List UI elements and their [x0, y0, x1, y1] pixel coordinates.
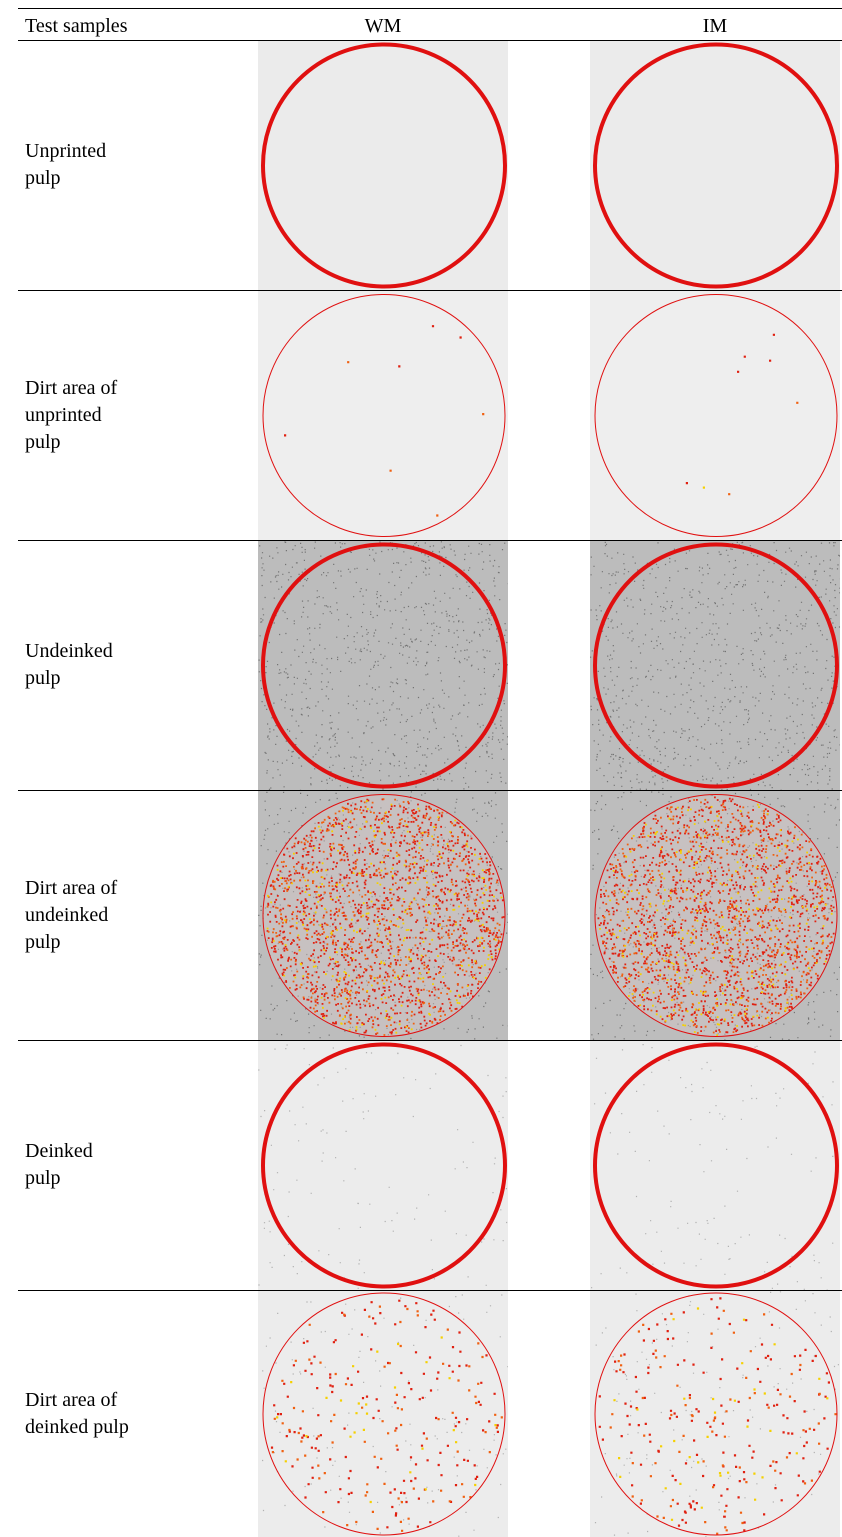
measurement-circle	[261, 1042, 507, 1289]
sample-image	[258, 41, 508, 290]
row-label: Dirt area of undeinked pulp	[25, 875, 117, 956]
image-background	[590, 541, 840, 790]
image-background	[590, 1041, 840, 1290]
dirt-dots	[266, 798, 505, 1035]
row-label: Dirt area of deinked pulp	[25, 1387, 129, 1441]
measurement-circle	[261, 42, 507, 289]
measurement-circle	[262, 294, 506, 537]
row-label-line: Dirt area of	[25, 376, 118, 399]
image-background	[590, 291, 840, 540]
row-label-line: undeinked	[25, 903, 109, 926]
sample-image	[258, 1041, 508, 1290]
row-rule	[18, 1290, 842, 1291]
sample-image	[258, 791, 508, 1040]
row-label-line: pulp	[25, 930, 61, 953]
measurement-circle	[262, 794, 506, 1037]
sample-image	[590, 41, 840, 290]
image-background	[258, 41, 508, 290]
measurement-circle	[593, 542, 839, 789]
sample-image	[590, 541, 840, 790]
sample-image	[590, 1291, 840, 1537]
header-cell: Test samples	[25, 15, 128, 37]
row-label-line: pulp	[25, 167, 61, 189]
row-label-line: Undeinked	[25, 640, 113, 662]
table-rule	[18, 8, 842, 9]
row-label: Undeinked pulp	[25, 638, 113, 692]
measurement-circle	[594, 794, 838, 1037]
measurement-circle	[594, 294, 838, 537]
dirt-dots	[597, 796, 835, 1034]
measurement-circle	[593, 42, 839, 289]
image-background	[258, 291, 508, 540]
image-background	[258, 1041, 508, 1290]
row-rule	[18, 790, 842, 791]
row-label-line: Deinked	[25, 1140, 93, 1162]
row-label: Dirt area of unprinted pulp	[25, 375, 117, 456]
dirt-dots	[702, 486, 705, 489]
table-rule	[18, 40, 842, 41]
row-label-line: pulp	[25, 667, 61, 689]
row-rule	[18, 540, 842, 541]
sample-image	[258, 541, 508, 790]
sample-image	[590, 291, 840, 540]
row-label-line: Dirt area of	[25, 1388, 118, 1411]
measurement-circle	[593, 1042, 839, 1289]
row-label-line: unprinted	[25, 403, 102, 426]
row-label-line: Dirt area of	[25, 876, 118, 899]
row-label: Deinked pulp	[25, 1138, 93, 1192]
measurement-circle	[261, 542, 507, 789]
row-rule	[18, 290, 842, 291]
sample-image	[590, 1041, 840, 1290]
image-background	[590, 41, 840, 290]
row-rule	[18, 1040, 842, 1041]
row-label-line: pulp	[25, 1167, 61, 1189]
dirt-dots	[598, 1297, 830, 1532]
dirt-field	[263, 794, 505, 1037]
image-background	[258, 1291, 508, 1537]
header-cell: IM	[702, 15, 728, 37]
measurement-circle	[262, 1292, 506, 1536]
row-label-line: deinked pulp	[25, 1415, 129, 1438]
measurement-circle	[594, 1292, 838, 1536]
row-label: Unprinted pulp	[25, 138, 106, 192]
image-background	[590, 1291, 840, 1537]
sample-image	[590, 791, 840, 1040]
sample-image	[258, 291, 508, 540]
sample-image	[258, 1291, 508, 1537]
row-label-line: Unprinted	[25, 140, 107, 162]
row-label-line: pulp	[25, 430, 61, 453]
header-cell: WM	[364, 15, 402, 37]
